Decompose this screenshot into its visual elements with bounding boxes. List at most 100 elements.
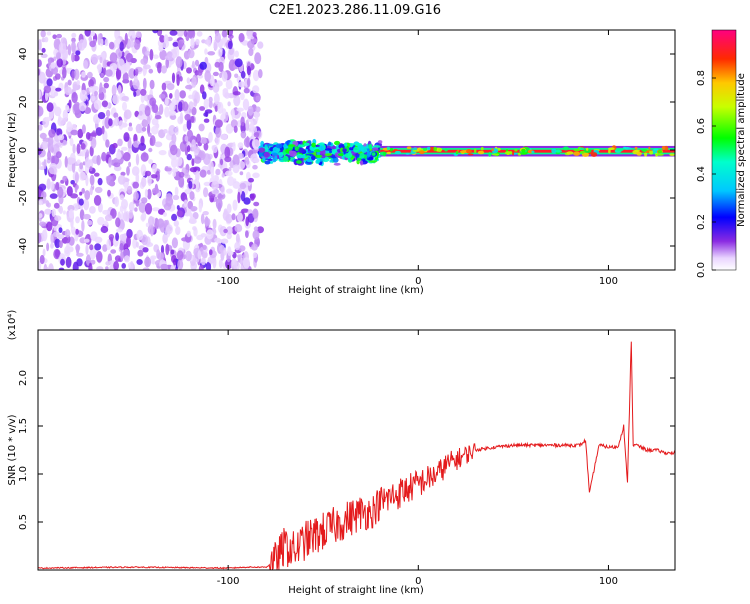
spectrogram-xtick-label: -100 <box>217 276 240 287</box>
heatmap-cell <box>240 130 247 139</box>
heatmap-cell <box>53 226 58 231</box>
heatmap-cell <box>54 249 60 258</box>
heatmap-cell <box>131 32 136 39</box>
heatmap-cell <box>90 259 96 265</box>
heatmap-cell <box>191 60 195 69</box>
heatmap-cell <box>164 106 170 118</box>
heatmap-cell <box>494 146 498 149</box>
heatmap-cell <box>254 52 262 65</box>
heatmap-cell <box>220 133 228 140</box>
heatmap-cell <box>94 186 103 194</box>
heatmap-cell <box>54 215 62 221</box>
heatmap-cell <box>206 36 212 47</box>
spectrogram-axes: -100 0 100 -40 -20 0 20 40 <box>18 30 675 287</box>
heatmap-cell <box>580 150 585 154</box>
heatmap-cell <box>226 226 233 235</box>
heatmap-cell <box>480 146 484 151</box>
heatmap-cell <box>198 264 204 270</box>
heatmap-cell <box>264 148 269 153</box>
heatmap-cell <box>156 30 163 37</box>
heatmap-cell <box>38 39 42 51</box>
heatmap-cell <box>143 64 151 70</box>
heatmap-cell <box>179 90 186 99</box>
heatmap-cell <box>252 69 260 82</box>
heatmap-cell <box>511 151 515 156</box>
heatmap-cell <box>70 129 79 136</box>
heatmap-cell <box>43 85 51 94</box>
heatmap-cell <box>165 224 173 235</box>
heatmap-cell <box>198 202 202 213</box>
heatmap-cell <box>238 245 246 252</box>
heatmap-cell <box>50 233 54 244</box>
heatmap-cell <box>248 47 254 57</box>
heatmap-cell <box>163 129 168 134</box>
heatmap-cell <box>117 84 122 95</box>
heatmap-cell <box>122 72 129 84</box>
heatmap-cell <box>608 147 615 150</box>
heatmap-cell <box>48 129 56 138</box>
heatmap-cell <box>222 88 229 94</box>
heatmap-cell <box>225 79 233 90</box>
heatmap-cell <box>109 62 118 71</box>
heatmap-cell <box>38 232 42 244</box>
heatmap-cell <box>89 40 96 48</box>
heatmap-cell <box>214 93 220 105</box>
heatmap-cell <box>386 151 391 155</box>
heatmap-cell <box>170 249 175 255</box>
heatmap-cell <box>104 214 113 222</box>
heatmap-cell <box>66 121 73 133</box>
heatmap-cell <box>214 237 221 243</box>
heatmap-cell <box>372 147 379 151</box>
heatmap-cell <box>51 66 59 75</box>
heatmap-cell <box>150 174 158 179</box>
heatmap-cell <box>141 234 148 246</box>
heatmap-cell <box>211 180 220 191</box>
colorbar-tick-label: 0.4 <box>696 166 707 182</box>
heatmap-cell <box>616 148 624 152</box>
heatmap-cell <box>263 151 271 158</box>
heatmap-cell <box>133 39 141 50</box>
heatmap-cell <box>455 150 459 155</box>
heatmap-cell <box>252 172 260 179</box>
heatmap-cell <box>71 32 77 39</box>
heatmap-cell <box>123 109 132 120</box>
heatmap-cell <box>236 107 244 112</box>
heatmap-cell <box>171 213 178 221</box>
heatmap-cell <box>394 150 402 155</box>
heatmap-cell <box>56 58 63 68</box>
spectrogram-xtick-label: 0 <box>415 276 421 287</box>
heatmap-cell <box>191 158 195 167</box>
heatmap-cell <box>151 125 159 135</box>
heatmap-cell <box>219 226 228 237</box>
heatmap-cell <box>158 104 164 115</box>
heatmap-cell <box>75 244 81 252</box>
heatmap-cell <box>42 197 47 204</box>
spectrogram-ytick-label: 0 <box>18 147 29 153</box>
heatmap-cell <box>119 41 124 52</box>
heatmap-cell <box>623 146 627 149</box>
heatmap-cell <box>212 82 220 93</box>
heatmap-cell <box>41 141 48 150</box>
heatmap-cell <box>104 220 108 228</box>
heatmap-cell <box>97 63 102 74</box>
heatmap-cell <box>42 248 46 257</box>
heatmap-cell <box>138 142 146 151</box>
heatmap-cell <box>187 145 191 153</box>
heatmap-cell <box>240 191 246 202</box>
heatmap-cell <box>99 56 103 64</box>
heatmap-cell <box>190 206 198 212</box>
heatmap-cell <box>189 212 193 218</box>
heatmap-cell <box>50 62 56 69</box>
heatmap-cell <box>418 150 425 155</box>
heatmap-cell <box>40 53 48 58</box>
heatmap-cell <box>311 155 316 161</box>
heatmap-cell <box>46 102 54 112</box>
heatmap-cell <box>50 181 55 191</box>
heatmap-cell <box>252 252 257 259</box>
heatmap-cell <box>175 226 181 236</box>
heatmap-cell <box>274 155 278 160</box>
heatmap-cell <box>80 143 86 150</box>
heatmap-cell <box>114 255 122 262</box>
heatmap-cell <box>135 123 143 134</box>
heatmap-cell <box>188 101 194 110</box>
